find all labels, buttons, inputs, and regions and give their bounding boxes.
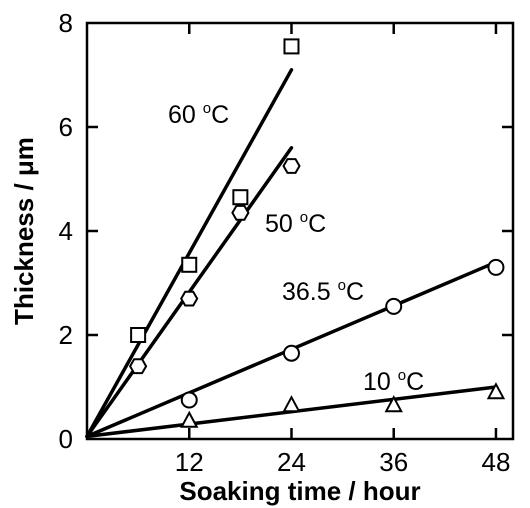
axis-ticks	[87, 23, 513, 439]
data-point-circle	[180, 391, 198, 409]
fit-line	[85, 68, 294, 439]
series-label-value: 36.5	[282, 278, 338, 306]
data-point-hexagon	[231, 204, 250, 221]
series-label-value: 50	[265, 210, 300, 238]
data-point-square	[181, 256, 198, 273]
series-label: 50 oC	[265, 209, 326, 238]
series-label-unit: C	[346, 278, 364, 306]
series-label-unit: C	[308, 210, 326, 238]
data-point-square	[283, 38, 300, 55]
degree-symbol: o	[300, 209, 308, 226]
degree-symbol: o	[203, 100, 211, 117]
data-point-hexagon	[128, 358, 148, 375]
y-tick-label: 0	[59, 424, 73, 454]
data-point-hexagon	[180, 290, 199, 307]
series-label-unit: C	[406, 368, 424, 396]
series-label-value: 60	[168, 101, 203, 129]
series-label: 36.5 oC	[282, 277, 364, 306]
y-tick-label: 8	[59, 8, 73, 38]
data-point-triangle	[384, 395, 403, 413]
y-tick-label: 6	[59, 112, 73, 142]
data-point-triangle	[282, 395, 301, 413]
data-point-triangle	[486, 382, 506, 400]
series-label-unit: C	[211, 101, 229, 129]
plot-frame	[85, 21, 515, 441]
data-point-circle	[487, 258, 505, 276]
y-tick-label: 4	[59, 216, 73, 246]
data-markers	[128, 38, 506, 428]
data-point-circle	[385, 297, 403, 315]
data-point-square	[232, 189, 249, 206]
y-axis-title: Thickness / μm	[9, 137, 39, 325]
x-axis-title: Soaking time / hour	[179, 476, 420, 506]
x-tick-label: 12	[175, 447, 204, 477]
series-label-value: 10	[363, 368, 398, 396]
degree-symbol: o	[338, 277, 346, 294]
x-tick-label: 24	[277, 447, 306, 477]
series-label: 10 oC	[363, 367, 424, 396]
data-point-triangle	[180, 410, 199, 428]
fit-lines	[85, 68, 498, 439]
degree-symbol: o	[398, 367, 406, 384]
series-label: 60 oC	[168, 100, 229, 129]
x-tick-label: 36	[379, 447, 408, 477]
data-point-square	[130, 327, 147, 343]
x-tick-label: 48	[481, 447, 510, 477]
y-tick-label: 2	[59, 320, 73, 350]
data-point-circle	[282, 344, 300, 362]
data-point-hexagon	[282, 158, 301, 174]
